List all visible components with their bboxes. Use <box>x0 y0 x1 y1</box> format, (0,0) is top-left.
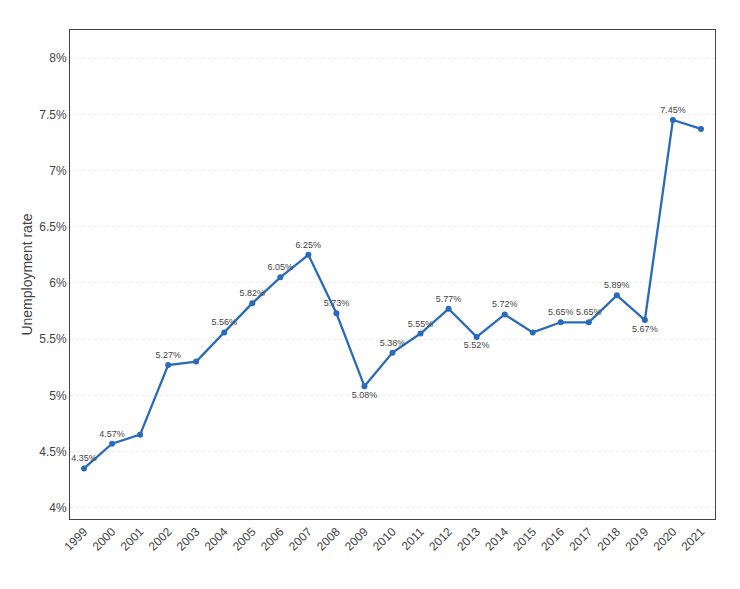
svg-text:2021: 2021 <box>679 525 708 554</box>
svg-text:5.56%: 5.56% <box>211 317 237 327</box>
svg-text:2015: 2015 <box>510 525 539 554</box>
svg-text:5.67%: 5.67% <box>632 324 658 334</box>
svg-text:2018: 2018 <box>594 525 623 554</box>
svg-text:2002: 2002 <box>146 525 175 554</box>
svg-text:4.35%: 4.35% <box>71 453 97 463</box>
svg-text:2020: 2020 <box>651 525 680 554</box>
svg-text:5.5%: 5.5% <box>39 332 67 346</box>
svg-text:5.73%: 5.73% <box>324 298 350 308</box>
svg-text:5.08%: 5.08% <box>352 390 378 400</box>
svg-text:1999: 1999 <box>62 525 91 554</box>
svg-text:2016: 2016 <box>538 525 567 554</box>
svg-text:8%: 8% <box>49 51 67 65</box>
svg-text:2019: 2019 <box>622 525 651 554</box>
svg-text:5.82%: 5.82% <box>240 288 266 298</box>
svg-text:6.25%: 6.25% <box>296 240 322 250</box>
svg-text:5.72%: 5.72% <box>492 299 518 309</box>
svg-text:2004: 2004 <box>202 525 231 554</box>
svg-text:5.65%: 5.65% <box>576 307 602 317</box>
svg-text:Unemployment rate: Unemployment rate <box>19 213 35 335</box>
svg-text:5.52%: 5.52% <box>464 340 490 350</box>
svg-text:4.5%: 4.5% <box>39 445 67 459</box>
svg-text:2000: 2000 <box>90 525 119 554</box>
svg-text:5.38%: 5.38% <box>380 338 406 348</box>
svg-text:2007: 2007 <box>286 525 315 554</box>
svg-text:2009: 2009 <box>342 525 371 554</box>
svg-text:5.77%: 5.77% <box>436 294 462 304</box>
svg-text:6.5%: 6.5% <box>39 220 67 234</box>
svg-text:2017: 2017 <box>566 525 595 554</box>
svg-text:7%: 7% <box>49 164 67 178</box>
svg-text:6%: 6% <box>49 276 67 290</box>
svg-text:5.89%: 5.89% <box>604 280 630 290</box>
svg-text:2008: 2008 <box>314 525 343 554</box>
svg-text:7.45%: 7.45% <box>660 105 686 115</box>
svg-text:2010: 2010 <box>370 525 399 554</box>
svg-text:2001: 2001 <box>118 525 147 554</box>
svg-text:4.57%: 4.57% <box>99 429 125 439</box>
svg-text:6.05%: 6.05% <box>268 262 294 272</box>
svg-text:2013: 2013 <box>454 525 483 554</box>
svg-text:5%: 5% <box>49 389 67 403</box>
svg-text:5.27%: 5.27% <box>155 350 181 360</box>
svg-text:4%: 4% <box>49 501 67 515</box>
svg-text:2006: 2006 <box>258 525 287 554</box>
svg-text:2011: 2011 <box>399 525 427 553</box>
svg-text:5.65%: 5.65% <box>548 307 574 317</box>
svg-text:7.5%: 7.5% <box>39 108 67 122</box>
svg-text:2003: 2003 <box>174 525 203 554</box>
svg-text:2012: 2012 <box>426 525 455 554</box>
svg-text:5.55%: 5.55% <box>408 319 434 329</box>
svg-text:2005: 2005 <box>230 525 259 554</box>
svg-text:2014: 2014 <box>482 525 511 554</box>
